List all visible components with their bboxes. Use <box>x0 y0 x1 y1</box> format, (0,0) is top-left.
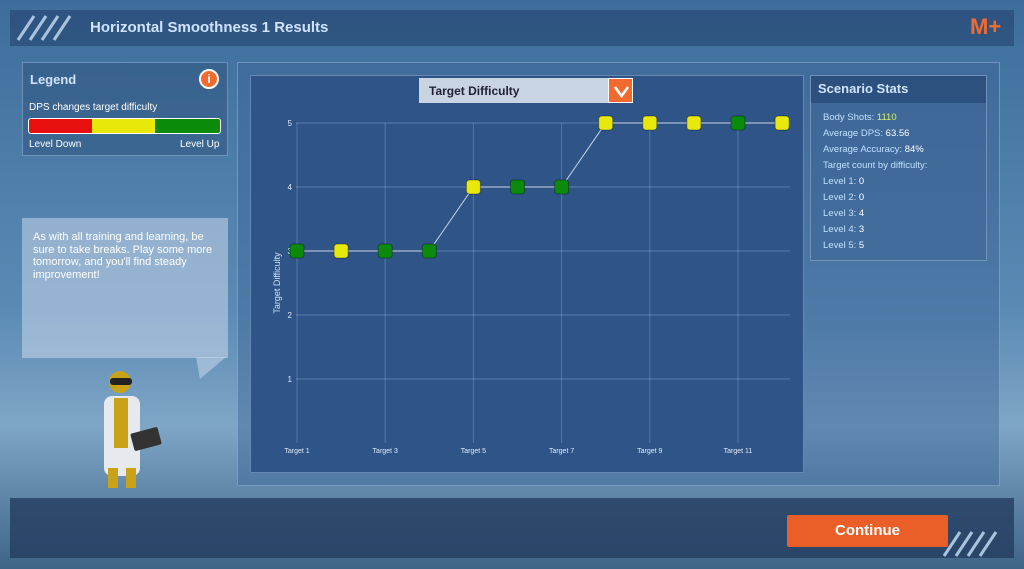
stat-label: Average Accuracy: <box>823 144 903 155</box>
x-tick-label: Target 1 <box>284 448 309 455</box>
data-point <box>421 243 437 259</box>
stat-row: Level 2: 0 <box>823 192 864 203</box>
info-button[interactable]: i <box>199 69 219 89</box>
stat-label: Level 1: <box>823 176 857 187</box>
header-stripes <box>16 15 72 41</box>
legend-description: DPS changes target difficulty <box>29 102 158 113</box>
chart-area <box>250 75 804 473</box>
y-axis-label: Target Difficulty <box>272 252 282 314</box>
stat-value: 1110 <box>876 112 897 123</box>
data-point <box>774 115 790 131</box>
stats-title: Scenario Stats <box>818 81 909 96</box>
data-point <box>289 243 305 259</box>
stat-value: 0 <box>858 176 865 187</box>
page-title: Horizontal Smoothness 1 Results <box>90 19 329 36</box>
legend-bar <box>28 118 221 134</box>
data-point <box>465 179 481 195</box>
data-point <box>510 179 525 195</box>
legend-panel <box>22 62 228 156</box>
data-point <box>686 115 702 131</box>
stat-row: Average Accuracy: 84% <box>823 144 924 155</box>
stat-label: Level 3: <box>823 208 857 219</box>
stat-label: Level 2: <box>823 192 857 203</box>
stat-label: Level 4: <box>823 224 857 235</box>
stat-row: Level 5: 5 <box>823 240 864 251</box>
character <box>104 371 162 488</box>
x-tick-label: Target 9 <box>637 448 662 455</box>
stat-row: Target count by difficulty: <box>823 160 927 171</box>
data-line <box>297 122 783 252</box>
stat-label: Level 5: <box>823 240 857 251</box>
y-tick-label: 2 <box>288 311 293 320</box>
dropdown-button[interactable] <box>608 78 633 103</box>
message: As with all training and learning, be su… <box>33 231 213 281</box>
footer-stripes <box>942 531 998 557</box>
data-point <box>377 243 393 259</box>
bubble-tail <box>196 357 226 379</box>
stat-label: Target count by difficulty: <box>823 160 928 171</box>
legend-title: Legend <box>30 72 77 87</box>
continue-button[interactable]: Continue <box>787 515 948 547</box>
stat-row: Body Shots: 1110 <box>823 112 897 123</box>
x-tick-label: Target 3 <box>373 448 398 455</box>
stats-header <box>811 76 986 103</box>
x-tick-label: Target 5 <box>461 448 486 455</box>
header-bar <box>10 10 1014 46</box>
stat-row: Average DPS: 63.56 <box>823 128 909 139</box>
logo: M+ <box>970 14 1002 39</box>
stat-label: Body Shots: <box>823 112 875 123</box>
stat-value: 4 <box>858 208 865 219</box>
data-point <box>598 115 614 131</box>
stat-value: 63.56 <box>885 128 910 139</box>
legend-low: Level Down <box>29 139 82 150</box>
stat-row: Level 1: 0 <box>823 176 864 187</box>
x-tick-label: Target 7 <box>549 448 574 455</box>
data-point <box>333 243 349 259</box>
x-tick-label: Target 11 <box>724 448 753 455</box>
stat-value: 3 <box>858 224 865 235</box>
speech-bubble <box>22 218 228 358</box>
stats-panel <box>810 75 987 261</box>
y-tick-label: 5 <box>288 119 293 128</box>
stat-value: 0 <box>858 192 865 203</box>
data-point <box>642 115 658 131</box>
stat-label: Average DPS: <box>823 128 884 139</box>
legend-high: Level Up <box>180 139 220 150</box>
stat-row: Level 4: 3 <box>823 224 864 235</box>
stat-value: 5 <box>858 240 865 251</box>
chart-dropdown[interactable]: Target Difficulty <box>419 78 633 103</box>
data-point <box>730 115 746 131</box>
stat-row: Level 3: 4 <box>823 208 864 219</box>
y-tick-label: 4 <box>288 183 293 192</box>
stat-value: 84% <box>904 144 924 155</box>
data-point <box>554 179 570 195</box>
y-tick-label: 1 <box>288 375 293 384</box>
